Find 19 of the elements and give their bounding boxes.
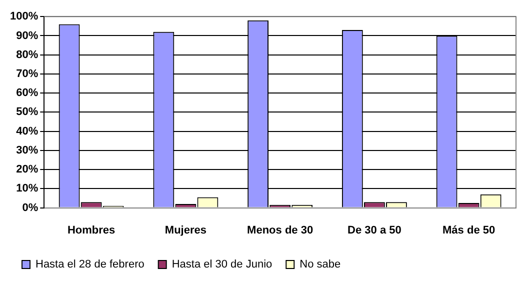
x-tick-label: De 30 a 50 [348, 224, 402, 236]
legend-label: Hasta el 30 de Junio [172, 258, 272, 271]
y-tick-label: 80% [16, 48, 38, 61]
y-tick-label: 30% [16, 144, 38, 156]
y-tick-label: 100% [10, 10, 38, 23]
x-tick-label: Hombres [67, 224, 116, 236]
y-tick-label: 0% [22, 202, 38, 214]
x-tick-label: Más de 50 [442, 224, 496, 236]
y-tick-label: 50% [16, 106, 38, 118]
y-tick-label: 90% [16, 30, 38, 42]
legend-label: Hasta el 28 de febrero [36, 258, 144, 271]
y-tick-label: 70% [16, 68, 38, 80]
y-tick-label: 40% [16, 125, 38, 138]
x-tick-label: Mujeres [164, 224, 206, 236]
y-tick-label: 20% [16, 164, 38, 176]
y-tick-label: 10% [16, 182, 38, 195]
legend-label: No sabe [300, 258, 341, 271]
y-tick-label: 60% [16, 87, 38, 100]
x-tick-label: Menos de 30 [247, 224, 314, 236]
